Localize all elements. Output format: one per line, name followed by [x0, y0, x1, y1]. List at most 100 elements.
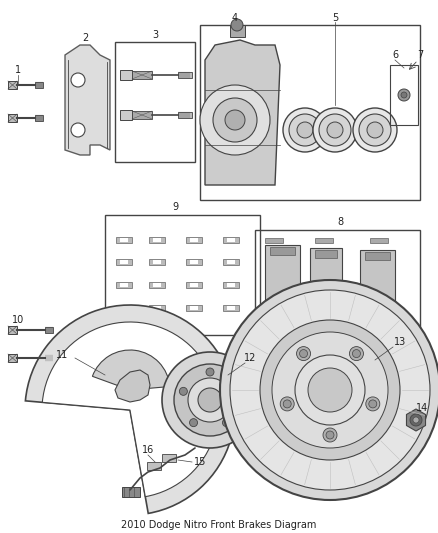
Text: 8: 8	[337, 217, 343, 227]
Bar	[153, 306, 161, 310]
Bar	[162, 454, 176, 462]
Bar	[116, 237, 132, 243]
Circle shape	[180, 387, 187, 395]
Bar	[362, 315, 393, 375]
Bar	[312, 313, 340, 373]
Circle shape	[353, 350, 360, 358]
Bar	[190, 283, 198, 287]
Circle shape	[327, 122, 343, 138]
Circle shape	[319, 114, 351, 146]
Circle shape	[323, 428, 337, 442]
Bar	[105, 215, 260, 335]
Polygon shape	[205, 40, 280, 185]
Circle shape	[220, 280, 438, 500]
Bar	[132, 111, 152, 119]
Bar	[255, 230, 420, 405]
Circle shape	[225, 110, 245, 130]
Bar	[267, 315, 298, 380]
Circle shape	[366, 397, 380, 411]
Circle shape	[308, 368, 352, 412]
Bar	[223, 259, 239, 265]
Bar	[8, 354, 17, 362]
Bar	[120, 260, 128, 264]
Bar	[120, 238, 128, 242]
Circle shape	[353, 108, 397, 152]
Circle shape	[174, 364, 246, 436]
Circle shape	[297, 122, 313, 138]
Bar	[178, 72, 192, 78]
Text: 6: 6	[392, 50, 398, 60]
Circle shape	[188, 378, 232, 422]
Bar	[8, 326, 17, 334]
Circle shape	[198, 388, 222, 412]
Bar	[149, 305, 165, 311]
Text: 5: 5	[332, 13, 338, 23]
Bar	[227, 260, 235, 264]
Bar	[45, 355, 53, 361]
Circle shape	[206, 368, 214, 376]
Bar	[120, 306, 128, 310]
Text: 12: 12	[244, 353, 256, 363]
Polygon shape	[406, 409, 426, 431]
Bar	[8, 81, 17, 89]
Circle shape	[162, 352, 258, 448]
Bar	[116, 282, 132, 288]
Bar	[227, 283, 235, 287]
Text: 9: 9	[172, 202, 178, 212]
Bar	[186, 282, 202, 288]
Circle shape	[223, 418, 230, 426]
Circle shape	[71, 73, 85, 87]
Circle shape	[326, 431, 334, 439]
Circle shape	[289, 114, 321, 146]
Bar	[178, 112, 192, 118]
Wedge shape	[92, 350, 170, 390]
Bar	[116, 305, 132, 311]
Bar	[227, 238, 235, 242]
Text: 13: 13	[394, 337, 406, 347]
Bar	[186, 237, 202, 243]
Bar	[310, 248, 342, 378]
Bar	[149, 259, 165, 265]
Text: 11: 11	[56, 350, 68, 360]
Circle shape	[369, 400, 377, 408]
Wedge shape	[42, 322, 218, 497]
Polygon shape	[65, 45, 110, 155]
Bar	[260, 390, 278, 395]
Bar	[116, 259, 132, 265]
Circle shape	[398, 89, 410, 101]
Bar	[270, 247, 295, 255]
Text: 7: 7	[417, 50, 423, 60]
Circle shape	[280, 397, 294, 411]
Bar	[153, 260, 161, 264]
Bar	[315, 238, 333, 243]
Bar	[365, 370, 390, 378]
Bar	[35, 115, 43, 121]
Circle shape	[283, 400, 291, 408]
Bar	[120, 110, 132, 120]
Circle shape	[283, 108, 327, 152]
Circle shape	[260, 320, 400, 460]
Bar	[35, 82, 43, 88]
Circle shape	[300, 350, 307, 358]
Circle shape	[71, 123, 85, 137]
Circle shape	[413, 417, 419, 423]
Circle shape	[233, 387, 240, 395]
Circle shape	[313, 108, 357, 152]
Wedge shape	[25, 305, 235, 513]
Text: 16: 16	[142, 445, 154, 455]
Bar	[227, 306, 235, 310]
Text: 4: 4	[232, 13, 238, 23]
Text: 14: 14	[416, 403, 428, 413]
Circle shape	[200, 85, 270, 155]
Bar	[370, 238, 388, 243]
Bar	[365, 390, 383, 395]
Bar	[270, 375, 295, 383]
Bar	[115, 42, 195, 162]
Bar	[132, 71, 152, 79]
Circle shape	[410, 414, 422, 426]
Circle shape	[230, 290, 430, 490]
Bar	[153, 238, 161, 242]
Bar	[265, 238, 283, 243]
Bar	[120, 283, 128, 287]
Bar	[230, 25, 245, 37]
